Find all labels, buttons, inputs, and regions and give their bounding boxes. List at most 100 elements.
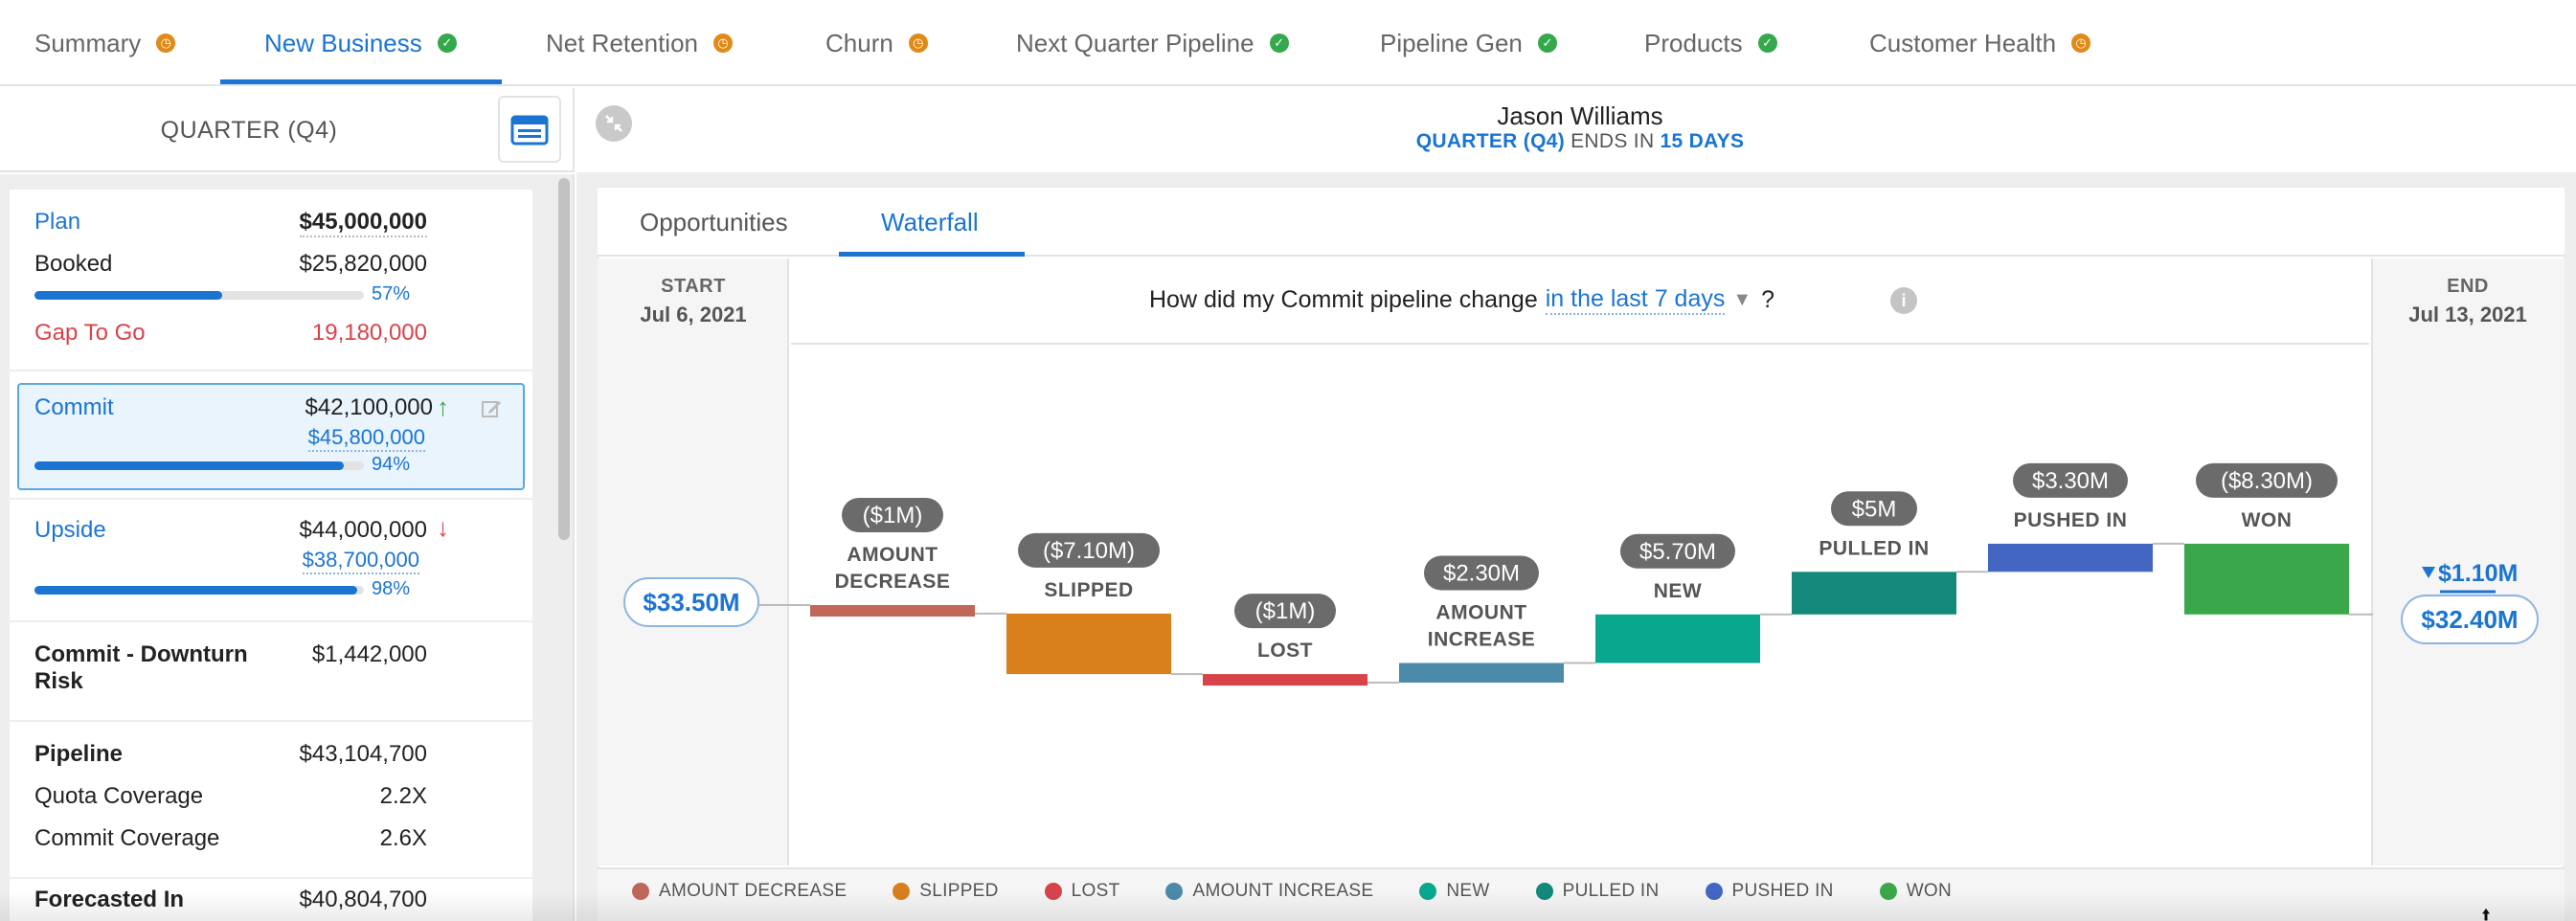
value-badge-text: $2.30M xyxy=(1443,561,1520,587)
end-column xyxy=(2371,258,2565,865)
tab-waterfall[interactable]: Waterfall xyxy=(881,208,979,236)
pipeline-value: $43,104,700 xyxy=(299,741,427,767)
waterfall-bar[interactable] xyxy=(2184,543,2349,615)
value-badge xyxy=(2196,462,2338,498)
legend-bar xyxy=(598,867,2565,921)
start-column xyxy=(598,258,789,865)
tab-customer-health[interactable]: Customer Health ◷ xyxy=(1869,0,2091,86)
tab-net-retention[interactable]: Net Retention ◷ xyxy=(546,0,733,86)
tab-opportunities[interactable]: Opportunities xyxy=(640,208,788,236)
metrics-panel: Plan $45,000,000 Booked $25,820,000 57% … xyxy=(0,174,575,921)
left-panel-header: QUARTER (Q4) xyxy=(0,88,575,172)
upside-value: $44,000,000 xyxy=(299,517,427,543)
quota-coverage-label: Quota Coverage xyxy=(34,783,204,809)
waterfall-bar[interactable] xyxy=(1595,614,1760,663)
commit-coverage-value: 2.6X xyxy=(379,825,427,851)
legend-item[interactable]: NEW xyxy=(1419,881,1489,902)
commit-sub-value[interactable]: $45,800,000 xyxy=(307,425,425,452)
legend-label: WON xyxy=(1906,881,1953,901)
legend-item[interactable]: AMOUNT DECREASE xyxy=(632,881,847,902)
clock-icon: ◷ xyxy=(908,34,928,53)
bar-label: LOST xyxy=(1257,640,1313,662)
legend-swatch xyxy=(1535,883,1553,900)
legend-item[interactable]: LOST xyxy=(1044,881,1120,902)
tab-label: Summary xyxy=(34,28,142,57)
forecasted-card: Forecasted In $40,804,700 xyxy=(10,879,532,921)
tab-new-business[interactable]: New Business ✓ xyxy=(264,0,457,86)
value-badge xyxy=(1424,555,1539,591)
forecasted-label: Forecasted In xyxy=(34,887,185,912)
tab-label: Pipeline Gen xyxy=(1380,28,1523,57)
days-text: 15 DAYS xyxy=(1660,130,1745,152)
legend-item[interactable]: WON xyxy=(1879,881,1953,902)
calendar-button[interactable] xyxy=(498,96,561,163)
tab-churn[interactable]: Churn ◷ xyxy=(825,0,928,86)
commit-card[interactable]: Commit $42,100,000 $45,800,000 94% ↑ xyxy=(17,383,525,490)
booked-label: Booked xyxy=(34,251,113,277)
waterfall-bar[interactable] xyxy=(1792,572,1956,615)
commit-row: Commit $42,100,000 xyxy=(34,394,433,421)
value-badge-text: ($1M) xyxy=(1255,598,1316,624)
upside-label: Upside xyxy=(34,517,106,543)
tab-summary[interactable]: Summary ◷ xyxy=(34,0,176,86)
legend-swatch xyxy=(1879,883,1897,900)
bar-label: DECREASE xyxy=(835,571,951,593)
plan-value[interactable]: $45,000,000 xyxy=(299,209,427,237)
waterfall-bar[interactable] xyxy=(810,605,975,617)
tab-products[interactable]: Products ✓ xyxy=(1644,0,1777,86)
bar-label: PUSHED IN xyxy=(2014,509,2128,531)
collapse-icon[interactable] xyxy=(596,105,632,142)
tab-pipeline-gen[interactable]: Pipeline Gen ✓ xyxy=(1380,0,1557,86)
legend-item[interactable]: AMOUNT INCREASE xyxy=(1165,881,1373,902)
booked-progress-fill xyxy=(34,291,223,300)
quarter-label: QUARTER (Q4) xyxy=(160,117,338,144)
tab-next-quarter-pipeline[interactable]: Next Quarter Pipeline ✓ xyxy=(1016,0,1289,86)
upside-progress-fill xyxy=(34,586,358,595)
forecasted-row: Forecasted In $40,804,700 xyxy=(34,887,427,913)
booked-value: $25,820,000 xyxy=(299,251,427,277)
legend-item[interactable]: SLIPPED xyxy=(893,881,998,902)
waterfall-bar[interactable] xyxy=(1203,674,1367,686)
caret-down-icon[interactable]: ▼ xyxy=(1732,289,1752,310)
upside-row: Upside $44,000,000 xyxy=(34,517,427,544)
period-dropdown[interactable]: in the last 7 days xyxy=(1545,285,1726,315)
edit-icon[interactable] xyxy=(481,398,502,419)
quarter-ends-text: QUARTER (Q4) ENDS IN 15 DAYS xyxy=(1341,130,1819,153)
scrollbar-thumb[interactable] xyxy=(558,178,570,540)
value-badge-text: $3.30M xyxy=(2032,468,2109,494)
booked-progress-bar xyxy=(34,291,364,300)
value-badge xyxy=(1620,533,1735,569)
ends-in-text: ENDS IN xyxy=(1570,130,1655,152)
quota-coverage-value: 2.2X xyxy=(379,783,427,809)
tab-label: Churn xyxy=(825,28,893,57)
check-icon: ✓ xyxy=(1269,34,1289,53)
tab-label: New Business xyxy=(264,28,422,57)
commit-value: $42,100,000 xyxy=(305,394,433,420)
waterfall-bar[interactable] xyxy=(1006,613,1171,675)
commit-progress-bar xyxy=(34,461,364,470)
active-tab-indicator xyxy=(220,79,502,84)
legend-item[interactable]: PUSHED IN xyxy=(1705,881,1834,902)
gap-value: 19,180,000 xyxy=(311,320,427,346)
legend-item[interactable]: PULLED IN xyxy=(1535,881,1660,902)
upside-sub-value[interactable]: $38,700,000 xyxy=(302,548,419,574)
tab-label: Customer Health xyxy=(1869,28,2057,57)
value-badge-text: ($7.10M) xyxy=(1043,538,1135,564)
value-badge-text: ($8.30M) xyxy=(2221,468,2313,494)
gap-row: Gap To Go 19,180,000 xyxy=(34,320,427,347)
triangle-down-icon xyxy=(2422,567,2435,578)
end-value-pill xyxy=(2401,595,2539,644)
pipeline-row: Pipeline $43,104,700 xyxy=(34,741,427,768)
waterfall-bar[interactable] xyxy=(1988,543,2153,573)
value-badge-text: $5.70M xyxy=(1639,539,1716,565)
downturn-label-line2: Risk xyxy=(34,668,83,694)
waterfall-bar[interactable] xyxy=(1399,663,1564,683)
info-icon[interactable]: i xyxy=(1890,287,1917,314)
value-badge xyxy=(1018,532,1160,568)
bar-label: INCREASE xyxy=(1428,629,1536,651)
commit-progress-fill xyxy=(34,461,345,470)
tab-label: Next Quarter Pipeline xyxy=(1016,28,1254,57)
legend-label: LOST xyxy=(1071,881,1120,901)
clock-icon: ◷ xyxy=(712,34,733,53)
value-badge xyxy=(1831,491,1917,527)
